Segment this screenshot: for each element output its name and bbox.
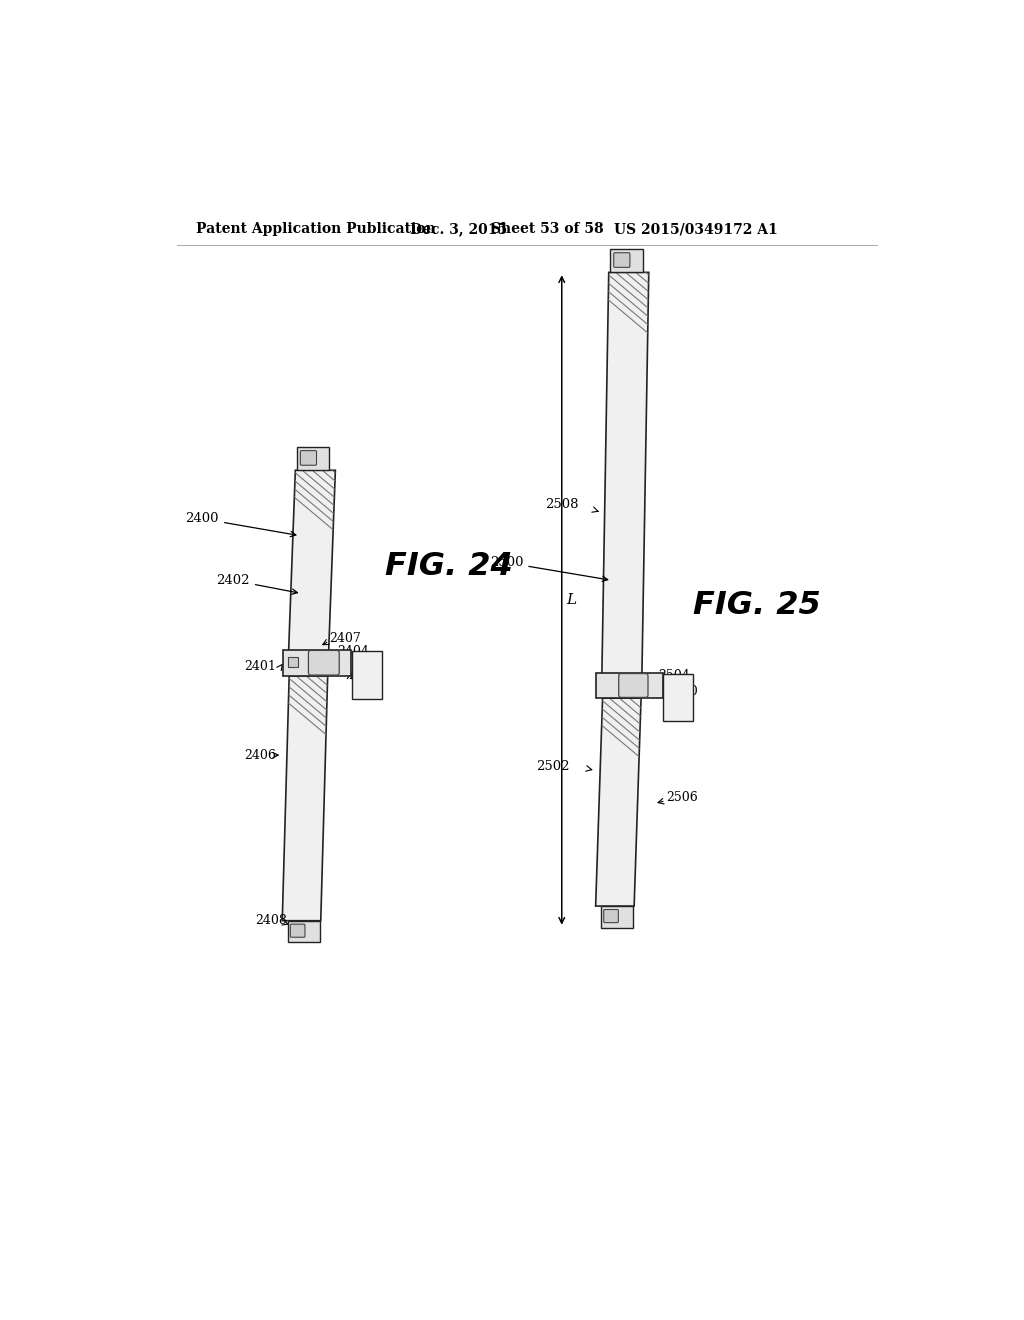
Polygon shape bbox=[610, 249, 643, 272]
Text: 2400: 2400 bbox=[185, 512, 296, 537]
Text: 2510: 2510 bbox=[666, 685, 697, 698]
Polygon shape bbox=[351, 651, 382, 700]
Text: 2508: 2508 bbox=[545, 499, 579, 511]
Text: 2404: 2404 bbox=[337, 644, 369, 657]
Polygon shape bbox=[283, 676, 328, 921]
Polygon shape bbox=[283, 676, 328, 921]
Text: 2402: 2402 bbox=[216, 574, 297, 594]
Polygon shape bbox=[664, 675, 692, 721]
Polygon shape bbox=[596, 673, 663, 698]
Polygon shape bbox=[351, 651, 382, 700]
Text: 2401: 2401 bbox=[245, 660, 276, 673]
Text: 2500: 2500 bbox=[489, 556, 607, 581]
Text: Dec. 3, 2015: Dec. 3, 2015 bbox=[410, 222, 507, 236]
FancyBboxPatch shape bbox=[291, 924, 305, 937]
Polygon shape bbox=[283, 649, 351, 676]
FancyBboxPatch shape bbox=[604, 909, 618, 923]
Polygon shape bbox=[602, 272, 649, 678]
Text: 2506: 2506 bbox=[666, 791, 697, 804]
Text: FIG. 24: FIG. 24 bbox=[385, 550, 512, 582]
Polygon shape bbox=[601, 906, 634, 928]
Text: Patent Application Publication: Patent Application Publication bbox=[196, 222, 435, 236]
Text: 2502: 2502 bbox=[536, 760, 569, 774]
Text: 2406: 2406 bbox=[245, 748, 276, 762]
Text: 2407: 2407 bbox=[330, 631, 361, 644]
Polygon shape bbox=[664, 675, 692, 721]
Polygon shape bbox=[596, 698, 641, 906]
Polygon shape bbox=[288, 921, 319, 942]
Polygon shape bbox=[289, 470, 336, 656]
Bar bbox=[288, 656, 298, 668]
Text: 2504: 2504 bbox=[658, 669, 690, 682]
Polygon shape bbox=[289, 470, 336, 656]
Polygon shape bbox=[596, 698, 641, 906]
Polygon shape bbox=[297, 447, 330, 470]
FancyBboxPatch shape bbox=[300, 450, 316, 465]
Text: FIG. 25: FIG. 25 bbox=[692, 590, 820, 620]
FancyBboxPatch shape bbox=[618, 673, 648, 697]
Text: L: L bbox=[566, 593, 577, 607]
Text: 2408: 2408 bbox=[255, 915, 287, 927]
Text: 2410: 2410 bbox=[348, 669, 380, 682]
Text: Sheet 53 of 58: Sheet 53 of 58 bbox=[490, 222, 603, 236]
Text: US 2015/0349172 A1: US 2015/0349172 A1 bbox=[614, 222, 778, 236]
FancyBboxPatch shape bbox=[308, 651, 339, 675]
Polygon shape bbox=[602, 272, 649, 678]
FancyBboxPatch shape bbox=[613, 252, 630, 268]
